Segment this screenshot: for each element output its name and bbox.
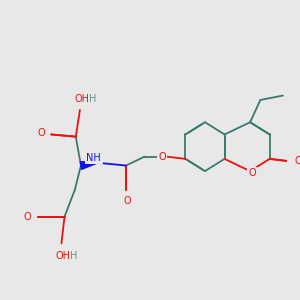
Text: O: O	[295, 156, 300, 166]
Text: OH: OH	[74, 94, 89, 104]
Text: O: O	[37, 128, 45, 138]
Text: O: O	[24, 212, 32, 222]
Text: NH: NH	[86, 153, 101, 163]
Text: O: O	[248, 168, 256, 178]
Text: O: O	[158, 152, 166, 162]
Text: H: H	[70, 250, 77, 261]
Text: O: O	[123, 196, 131, 206]
Text: OH: OH	[56, 250, 71, 261]
Polygon shape	[80, 162, 99, 170]
Text: H: H	[88, 94, 96, 104]
